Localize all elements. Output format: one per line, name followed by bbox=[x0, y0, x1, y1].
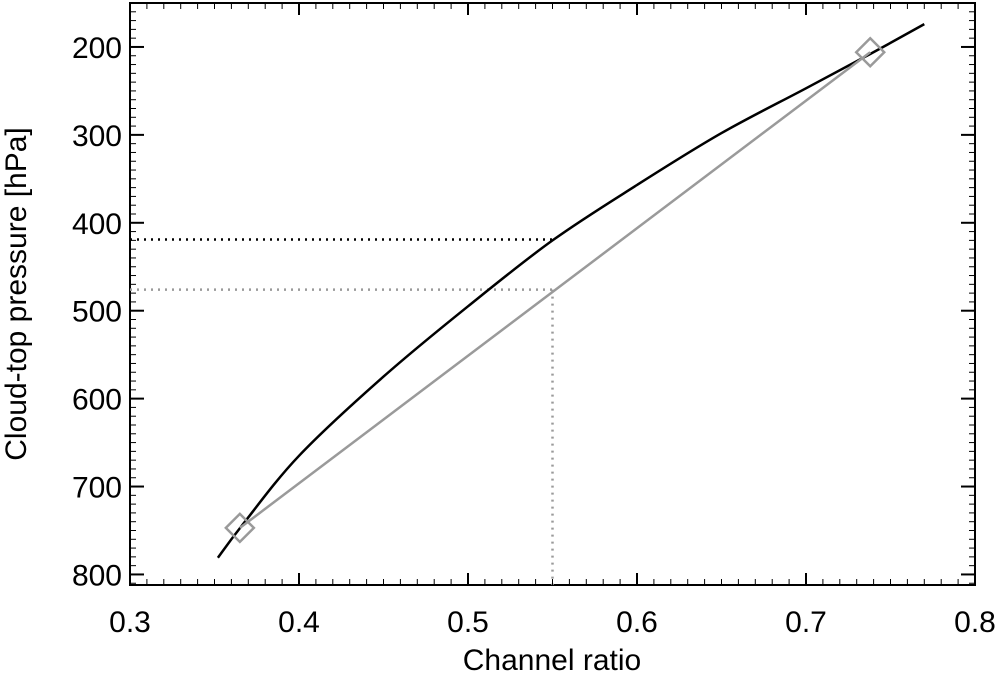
y-tick-label: 500 bbox=[72, 296, 122, 329]
x-tick-label: 0.4 bbox=[278, 606, 320, 639]
y-tick-label: 600 bbox=[72, 384, 122, 417]
x-tick-label: 0.8 bbox=[954, 606, 996, 639]
series-line-black bbox=[216, 23, 925, 559]
x-axis-title: Channel ratio bbox=[463, 644, 641, 675]
y-axis-title: Cloud-top pressure [hPa] bbox=[0, 127, 33, 461]
x-axis: 0.3 0.4 0.5 0.6 0.7 0.8 bbox=[109, 3, 996, 639]
y-tick-label: 200 bbox=[72, 32, 122, 65]
diamond-marker bbox=[224, 512, 256, 544]
x-tick-label: 0.3 bbox=[109, 606, 151, 639]
series-line-gray bbox=[239, 51, 871, 529]
y-tick-label: 800 bbox=[72, 559, 122, 592]
series-layer bbox=[216, 23, 925, 559]
x-tick-label: 0.6 bbox=[616, 606, 658, 639]
markers-layer bbox=[224, 36, 886, 544]
x-tick-label: 0.5 bbox=[447, 606, 489, 639]
plot-area bbox=[129, 2, 976, 586]
diamond-marker bbox=[854, 36, 886, 69]
y-tick-label: 700 bbox=[72, 472, 122, 505]
x-tick-label: 0.7 bbox=[785, 606, 827, 639]
y-tick-label: 300 bbox=[72, 120, 122, 153]
y-axis: 200 300 400 500 600 700 800 bbox=[72, 2, 975, 592]
y-tick-label: 400 bbox=[72, 208, 122, 241]
reference-lines bbox=[130, 238, 554, 585]
